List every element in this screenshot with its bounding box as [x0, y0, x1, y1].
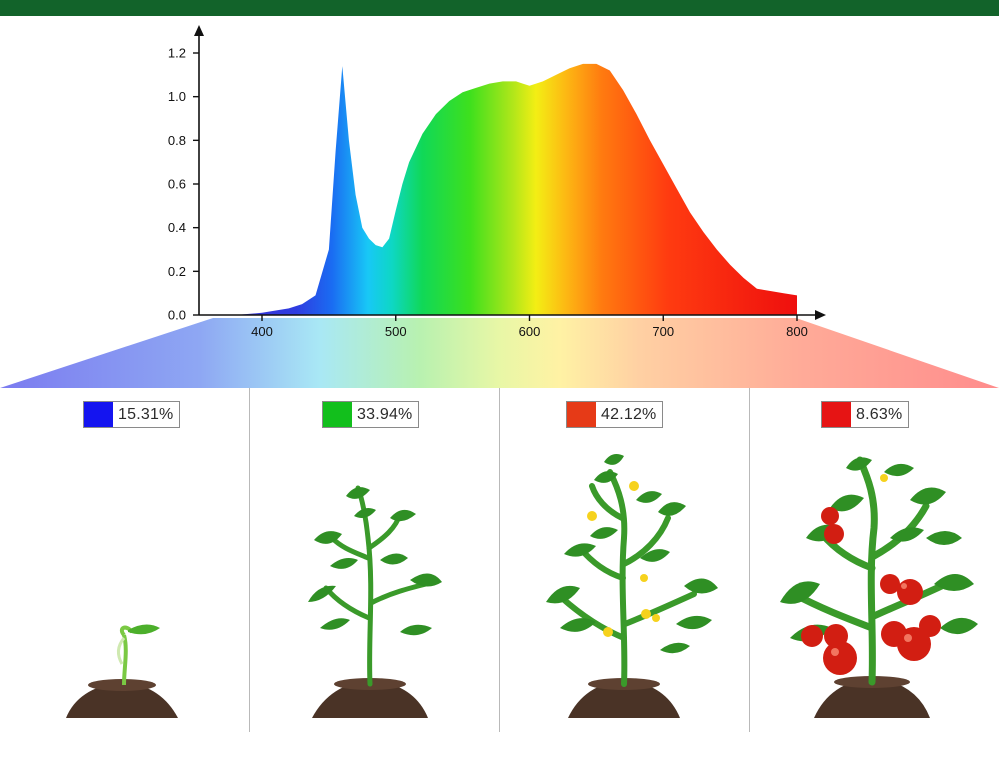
panel-fruiting-plant: 8.63%: [750, 388, 999, 732]
y-tick-label: 1.0: [168, 89, 186, 104]
share-value: 8.63%: [856, 406, 903, 423]
share-badge-green: 33.94%: [322, 401, 420, 428]
x-tick-label: 600: [519, 324, 541, 339]
panel-divider: [749, 388, 750, 732]
color-swatch: [567, 402, 596, 427]
seedling-icon: [66, 624, 178, 718]
panel-young-plant: 33.94%: [250, 388, 499, 732]
flowering-plant-icon: [546, 454, 718, 718]
panel-flowering-plant: 42.12%: [500, 388, 749, 732]
top-banner: [0, 0, 999, 16]
color-swatch: [822, 402, 851, 427]
color-swatch: [84, 402, 113, 427]
x-tick-label: 700: [652, 324, 674, 339]
share-value: 15.31%: [118, 406, 174, 423]
x-tick-label: 800: [786, 324, 808, 339]
y-axis-arrow: [194, 25, 204, 36]
spectrum-area: [235, 63, 798, 316]
share-badge-orange: 42.12%: [566, 401, 664, 428]
young-plant-icon: [308, 485, 442, 718]
spectrum-projection: [0, 318, 999, 388]
y-tick-label: 0.2: [168, 264, 186, 279]
panel-seedling: 15.31%: [0, 388, 249, 732]
y-tick-label: 0.6: [168, 177, 186, 192]
x-tick-label: 400: [251, 324, 273, 339]
panel-divider: [499, 388, 500, 732]
share-value: 33.94%: [357, 406, 413, 423]
y-tick-label: 0.4: [168, 220, 186, 235]
x-axis-arrow: [815, 310, 826, 320]
x-tick-label: 500: [385, 324, 407, 339]
y-tick-label: 1.2: [168, 46, 186, 61]
y-tick-label: 0.8: [168, 133, 186, 148]
share-value: 42.12%: [601, 406, 657, 423]
fruiting-tomato-plant-icon: [780, 456, 978, 718]
y-tick-label: 0.0: [168, 308, 186, 323]
share-badge-blue: 15.31%: [83, 401, 181, 428]
color-swatch: [323, 402, 352, 427]
share-badge-red: 8.63%: [821, 401, 910, 428]
panel-divider: [249, 388, 250, 732]
